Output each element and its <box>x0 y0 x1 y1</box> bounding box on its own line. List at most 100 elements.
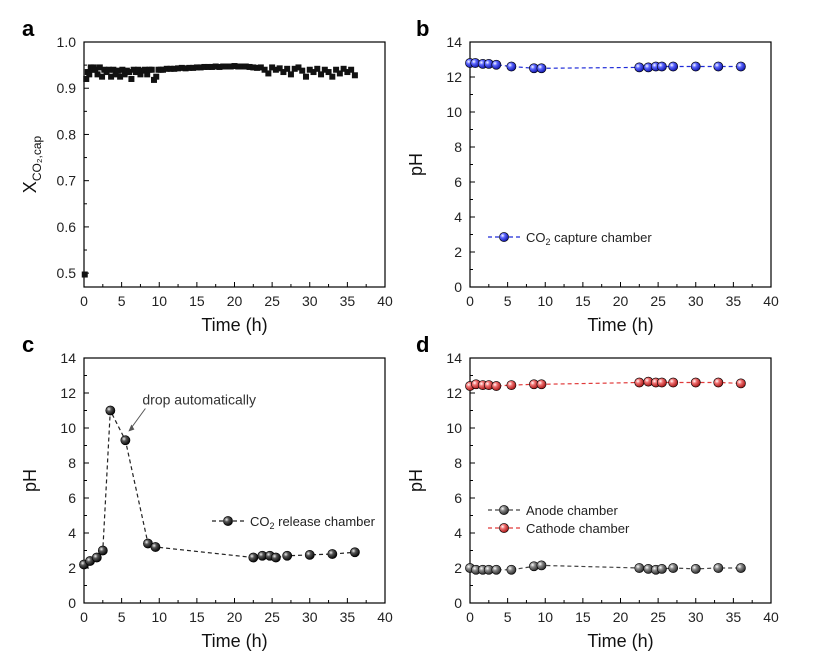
y-tick-label: 4 <box>454 209 462 225</box>
data-point <box>99 73 106 80</box>
y-tick-label: 4 <box>454 525 462 541</box>
y-axis-label: pH <box>406 153 426 176</box>
data-point <box>656 377 667 388</box>
data-point <box>690 61 701 72</box>
data-point <box>287 71 294 78</box>
x-tick-label: 10 <box>151 293 167 309</box>
panel-label-d: d <box>416 332 429 357</box>
data-point <box>94 71 101 78</box>
x-tick-label: 30 <box>302 293 318 309</box>
y-tick-label: 6 <box>454 174 462 190</box>
data-point <box>167 65 174 72</box>
data-point <box>314 65 321 72</box>
legend-label-name: Anode chamber <box>526 503 618 518</box>
data-point <box>197 64 204 71</box>
data-point <box>220 63 227 70</box>
data-point <box>141 66 148 73</box>
x-tick-label: 15 <box>189 609 205 625</box>
y-tick-label: 4 <box>68 525 76 541</box>
legend-label-name: Cathode chamber <box>526 521 630 536</box>
panel-b: b 0 5 10 15 20 25 30 35 40 0 2 4 6 8 10 12 14 Time (h) pH CO… <box>406 16 779 335</box>
x-tick-label: 0 <box>80 293 88 309</box>
y-tick-label: 0 <box>454 595 462 611</box>
panel-c: c 0 5 10 15 20 25 30 35 40 0 2 4 6 8 10 12 14 Time (h) pH CO… <box>20 332 393 651</box>
data-point <box>163 65 170 72</box>
x-tick-label: 40 <box>377 609 393 625</box>
data-point <box>105 66 112 73</box>
x-tick-label: 0 <box>466 609 474 625</box>
data-point <box>227 63 234 70</box>
data-point <box>299 67 306 74</box>
data-point <box>506 61 517 72</box>
legend-label-sub: 2 <box>546 237 551 247</box>
data-point <box>668 61 679 72</box>
x-tick-label: 35 <box>340 293 356 309</box>
data-point <box>506 564 517 575</box>
data-point <box>114 67 121 74</box>
legend-label-prefix: CO <box>526 230 546 245</box>
data-point <box>634 62 645 73</box>
data-point <box>117 73 124 80</box>
legend-marker-0 <box>223 516 233 526</box>
x-tick-label: 15 <box>189 293 205 309</box>
data-point <box>153 73 160 80</box>
panel-label-a: a <box>22 16 35 41</box>
data-point <box>160 66 167 73</box>
data-point <box>536 560 547 571</box>
panel-label-b: b <box>416 16 429 41</box>
data-point <box>212 63 219 70</box>
data-point <box>257 64 264 71</box>
x-tick-label: 20 <box>613 293 629 309</box>
data-point <box>175 65 182 72</box>
panel-label-c: c <box>22 332 34 357</box>
y-axis-label: pH <box>20 469 40 492</box>
data-point <box>265 70 272 77</box>
data-point <box>208 63 215 70</box>
data-point <box>329 73 336 80</box>
data-point <box>201 63 208 70</box>
legend-label-sub: 2 <box>270 521 275 531</box>
x-tick-label: 25 <box>264 293 280 309</box>
data-point <box>306 66 313 73</box>
x-tick-label: 40 <box>763 293 779 309</box>
x-tick-label: 20 <box>227 293 243 309</box>
y-tick-label: 0.5 <box>57 265 77 281</box>
data-point <box>254 64 261 71</box>
data-point <box>110 66 117 73</box>
data-point <box>736 563 746 573</box>
x-tick-label: 40 <box>377 293 393 309</box>
x-tick-label: 25 <box>264 609 280 625</box>
y-tick-label: 12 <box>60 385 76 401</box>
data-point <box>190 64 197 71</box>
x-tick-label: 15 <box>575 293 591 309</box>
legend-label-0: Anode chamber <box>526 503 618 518</box>
x-tick-label: 30 <box>302 609 318 625</box>
data-point <box>97 545 108 556</box>
x-axis-label: Time (h) <box>201 315 267 335</box>
data-point <box>91 552 102 563</box>
y-tick-label: 0.7 <box>57 173 77 189</box>
data-point <box>223 63 230 70</box>
data-point <box>295 64 302 71</box>
data-point <box>344 69 351 76</box>
legend-label-0: CO2 capture chamber <box>526 230 652 247</box>
data-point <box>242 63 249 70</box>
data-point <box>351 72 358 79</box>
data-point <box>231 63 238 70</box>
legend-label-0: CO2 release chamber <box>250 514 376 531</box>
y-tick-label: 12 <box>446 69 462 85</box>
y-tick-label: 14 <box>446 350 462 366</box>
y-tick-label: 2 <box>68 560 76 576</box>
x-tick-label: 40 <box>763 609 779 625</box>
data-point <box>713 563 724 573</box>
y-tick-label: 6 <box>68 490 76 506</box>
y-tick-label: 1.0 <box>57 34 77 50</box>
data-point <box>150 76 157 83</box>
data-point <box>128 75 135 82</box>
data-point <box>536 379 547 390</box>
x-tick-label: 5 <box>504 293 512 309</box>
data-point <box>690 377 701 388</box>
x-tick-label: 5 <box>118 293 126 309</box>
x-tick-label: 0 <box>466 293 474 309</box>
